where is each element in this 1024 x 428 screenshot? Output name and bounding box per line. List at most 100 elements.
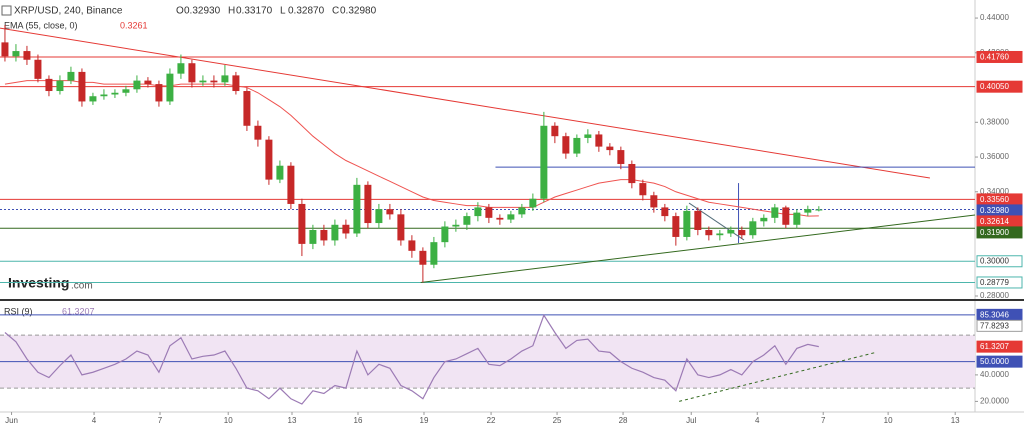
ema-line bbox=[4, 80, 819, 217]
level-label: 0.30000 bbox=[980, 257, 1009, 266]
x-tick-label: 13 bbox=[951, 416, 960, 425]
candle-body bbox=[89, 96, 97, 102]
candle-body bbox=[375, 209, 383, 224]
candle-body bbox=[144, 80, 152, 85]
candle-body bbox=[419, 250, 427, 265]
candle-body bbox=[650, 195, 658, 208]
candle-body bbox=[518, 207, 526, 215]
candle-body bbox=[738, 229, 746, 236]
candle-body bbox=[122, 89, 130, 93]
candle-body bbox=[705, 229, 713, 236]
ohlc-value: 0.32930 bbox=[184, 6, 221, 17]
ohlc-label: H bbox=[228, 6, 235, 17]
candle-body bbox=[287, 165, 295, 204]
level-box bbox=[976, 226, 1023, 239]
chart-title: XRP/USD, 240, Binance bbox=[14, 6, 123, 17]
collapse-icon[interactable] bbox=[1, 5, 12, 16]
candle-body bbox=[639, 183, 647, 196]
candle-body bbox=[595, 134, 603, 147]
level-box bbox=[976, 340, 1023, 353]
x-tick-label: 10 bbox=[224, 416, 233, 425]
candle-body bbox=[672, 216, 680, 237]
candle-body bbox=[309, 229, 317, 244]
level-label: 0.32614 bbox=[980, 217, 1009, 226]
candle-body bbox=[166, 73, 174, 102]
y-tick-label: 0.38000 bbox=[980, 117, 1009, 126]
candle-body bbox=[617, 150, 625, 164]
candle-body bbox=[56, 80, 64, 92]
rsi-value: 61.3207 bbox=[62, 306, 95, 316]
trendline bbox=[679, 351, 877, 402]
candle-body bbox=[463, 216, 471, 225]
level-label: 85.3046 bbox=[980, 310, 1009, 319]
candle-body bbox=[430, 242, 438, 265]
level-box bbox=[976, 80, 1023, 93]
candle-body bbox=[716, 233, 724, 236]
candle-body bbox=[331, 224, 339, 241]
y-tick-label: 20.0000 bbox=[980, 397, 1009, 406]
candle-body bbox=[155, 84, 163, 102]
level-label: 0.32980 bbox=[980, 206, 1009, 215]
candle-body bbox=[78, 71, 86, 102]
candle-body bbox=[551, 125, 559, 137]
y-tick-label: 0.34000 bbox=[980, 187, 1009, 196]
x-tick-label: 7 bbox=[821, 416, 826, 425]
candle-body bbox=[265, 139, 273, 180]
candle-body bbox=[232, 75, 240, 92]
ohlc-value: 0.32870 bbox=[288, 6, 325, 17]
ohlc-value: 0.32980 bbox=[340, 6, 377, 17]
rsi-line bbox=[4, 313, 819, 405]
x-tick-label: 25 bbox=[553, 416, 562, 425]
candle-body bbox=[320, 229, 328, 241]
candle-body bbox=[815, 209, 823, 211]
ohlc-value: 0.33170 bbox=[236, 6, 273, 17]
candle-body bbox=[210, 80, 218, 83]
y-tick-label: 0.28000 bbox=[980, 291, 1009, 300]
candle-body bbox=[529, 198, 537, 208]
trendline bbox=[420, 214, 976, 283]
ohlc-label: L bbox=[280, 6, 286, 17]
candle-body bbox=[452, 224, 460, 227]
level-box bbox=[976, 276, 1023, 289]
candle-body bbox=[562, 136, 570, 154]
ohlc-label: C bbox=[332, 6, 339, 17]
level-label: 0.31900 bbox=[980, 228, 1009, 237]
candle-body bbox=[408, 240, 416, 251]
x-tick-label: 16 bbox=[354, 416, 363, 425]
candle-body bbox=[540, 125, 548, 199]
candle-body bbox=[771, 207, 779, 218]
level-label: 77.8293 bbox=[980, 321, 1009, 330]
rsi-name: RSI (9) bbox=[4, 306, 33, 316]
ohlc-label: O bbox=[176, 6, 184, 17]
candle-body bbox=[727, 229, 735, 234]
level-label: 50.0000 bbox=[980, 357, 1009, 366]
candle-body bbox=[661, 207, 669, 217]
candle-body bbox=[485, 207, 493, 218]
candle-body bbox=[100, 94, 108, 97]
candle-body bbox=[67, 71, 75, 81]
candle-body bbox=[254, 125, 262, 140]
candle-body bbox=[276, 165, 284, 180]
level-label: 61.3207 bbox=[980, 342, 1009, 351]
y-tick-label: 0.36000 bbox=[980, 152, 1009, 161]
candle-body bbox=[353, 184, 361, 234]
x-tick-label: 7 bbox=[158, 416, 163, 425]
level-label: 0.33560 bbox=[980, 195, 1009, 204]
candle-body bbox=[782, 207, 790, 225]
x-tick-label: 22 bbox=[487, 416, 496, 425]
level-box bbox=[976, 319, 1023, 332]
x-tick-label: 19 bbox=[420, 416, 429, 425]
candle-body bbox=[1, 42, 9, 57]
x-tick-label: 4 bbox=[92, 416, 97, 425]
x-tick-label: 28 bbox=[619, 416, 628, 425]
y-tick-label: 40.0000 bbox=[980, 370, 1009, 379]
candle-body bbox=[397, 214, 405, 241]
candle-body bbox=[199, 80, 207, 83]
candle-body bbox=[111, 92, 119, 95]
level-label: 0.28779 bbox=[980, 278, 1009, 287]
candle-body bbox=[364, 184, 372, 224]
candle-body bbox=[133, 80, 141, 90]
candle-body bbox=[573, 137, 581, 154]
candle-body bbox=[221, 75, 229, 83]
